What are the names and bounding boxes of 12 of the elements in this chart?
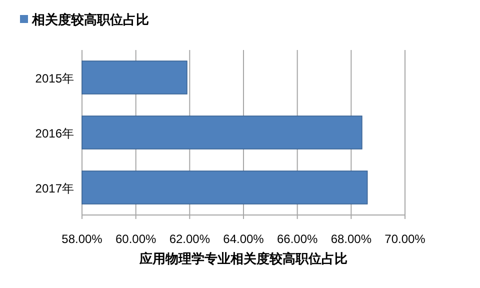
x-tick-label: 60.00% (115, 232, 157, 246)
x-tick-label: 70.00% (384, 232, 426, 246)
x-axis-title: 应用物理学专业相关度较高职位占比 (138, 251, 348, 266)
x-tick-label: 64.00% (223, 232, 264, 246)
x-tick-label: 66.00% (276, 232, 318, 246)
y-tick-label: 2016年 (35, 126, 74, 140)
x-tick-label: 62.00% (169, 232, 210, 246)
x-tick-label: 58.00% (62, 232, 103, 246)
y-tick-label: 2017年 (35, 182, 74, 196)
x-tick-label: 68.00% (330, 232, 372, 246)
y-tick-label: 2015年 (35, 72, 74, 86)
legend-label: 相关度较高职位占比 (31, 12, 149, 27)
